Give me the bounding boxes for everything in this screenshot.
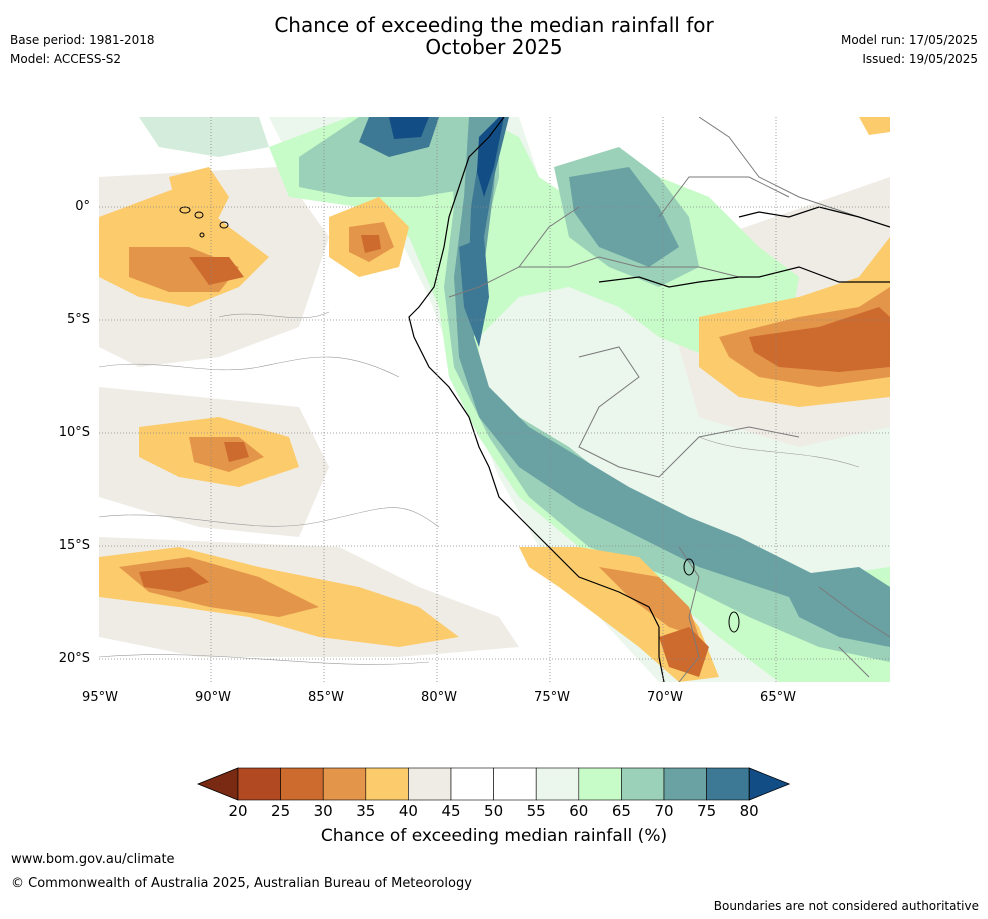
colorbar-tick-label: 55 [527, 802, 546, 820]
colorbar-tick-label: 65 [612, 802, 631, 820]
lon-label-85w: 85°W [308, 690, 344, 705]
colorbar-label: Chance of exceeding median rainfall (%) [320, 826, 668, 846]
colorbar-segment [237, 767, 281, 801]
colorbar-tick-label: 50 [484, 802, 503, 820]
title-line-2: October 2025 [425, 35, 563, 59]
colorbar-tick-label: 60 [569, 802, 588, 820]
footer-copyright: © Commonwealth of Australia 2025, Austra… [11, 876, 472, 891]
colorbar-tick-label: 30 [314, 802, 333, 820]
footer-url[interactable]: www.bom.gov.au/climate [11, 852, 175, 867]
model-run: Model run: 17/05/2025 [840, 33, 978, 47]
lon-label-65w: 65°W [760, 690, 796, 705]
colorbar-arrow-low [196, 767, 239, 801]
colorbar-segment [408, 767, 452, 801]
colorbar-segment [365, 767, 409, 801]
lon-label-70w: 70°W [647, 690, 683, 705]
model-name: Model: ACCESS-S2 [10, 52, 122, 66]
rainfall-map [99, 117, 890, 682]
galapagos-islands [179, 206, 229, 238]
colorbar-tick-label: 75 [697, 802, 716, 820]
colorbar-tick-label: 45 [441, 802, 460, 820]
lat-label-10s: 10°S [58, 425, 90, 440]
colorbar-tick-label: 80 [740, 802, 759, 820]
lakes [683, 558, 740, 633]
graticule [99, 117, 890, 682]
colorbar-tick-label: 35 [356, 802, 375, 820]
lon-label-75w: 75°W [534, 690, 570, 705]
colorbar-segment [493, 767, 537, 801]
colorbar-segment [535, 767, 580, 801]
colorbar: 20 25 30 35 40 45 50 55 60 65 70 75 80 [196, 767, 791, 820]
colorbar-tick-label: 40 [399, 802, 418, 820]
issued-date: Issued: 19/05/2025 [862, 52, 978, 66]
lat-label-0: 0° [75, 199, 90, 214]
colorbar-tick-label: 25 [271, 802, 290, 820]
base-period: Base period: 1981-2018 [10, 33, 155, 47]
colorbar-arrow-high [748, 767, 791, 801]
lon-label-90w: 90°W [195, 690, 231, 705]
dry-anomaly-region [99, 117, 890, 682]
colorbar-segment [663, 767, 707, 801]
lat-label-20s: 20°S [58, 651, 90, 666]
lon-label-95w: 95°W [82, 690, 118, 705]
footer-disclaimer: Boundaries are not considered authoritat… [713, 899, 979, 913]
colorbar-segment [706, 767, 750, 801]
contour-lines [99, 311, 860, 665]
colorbar-tick-label: 70 [654, 802, 673, 820]
title-line-1: Chance of exceeding the median rainfall … [274, 13, 714, 37]
colorbar-segments [196, 767, 791, 801]
colorbar-segment [280, 767, 324, 801]
colorbar-segment [450, 767, 494, 801]
wet-anomaly-region [269, 117, 890, 682]
lat-label-5s: 5°S [66, 312, 90, 327]
colorbar-tick-label: 20 [228, 802, 247, 820]
coastline [408, 117, 890, 682]
colorbar-ticks: 20 25 30 35 40 45 50 55 60 65 70 75 80 [228, 802, 758, 820]
page-title: Chance of exceeding the median rainfall … [0, 14, 988, 58]
colorbar-segment [621, 767, 665, 801]
colorbar-segment [578, 767, 622, 801]
colorbar-segment [322, 767, 367, 801]
country-borders [448, 117, 890, 682]
lon-label-80w: 80°W [421, 690, 457, 705]
lat-label-15s: 15°S [58, 538, 90, 553]
